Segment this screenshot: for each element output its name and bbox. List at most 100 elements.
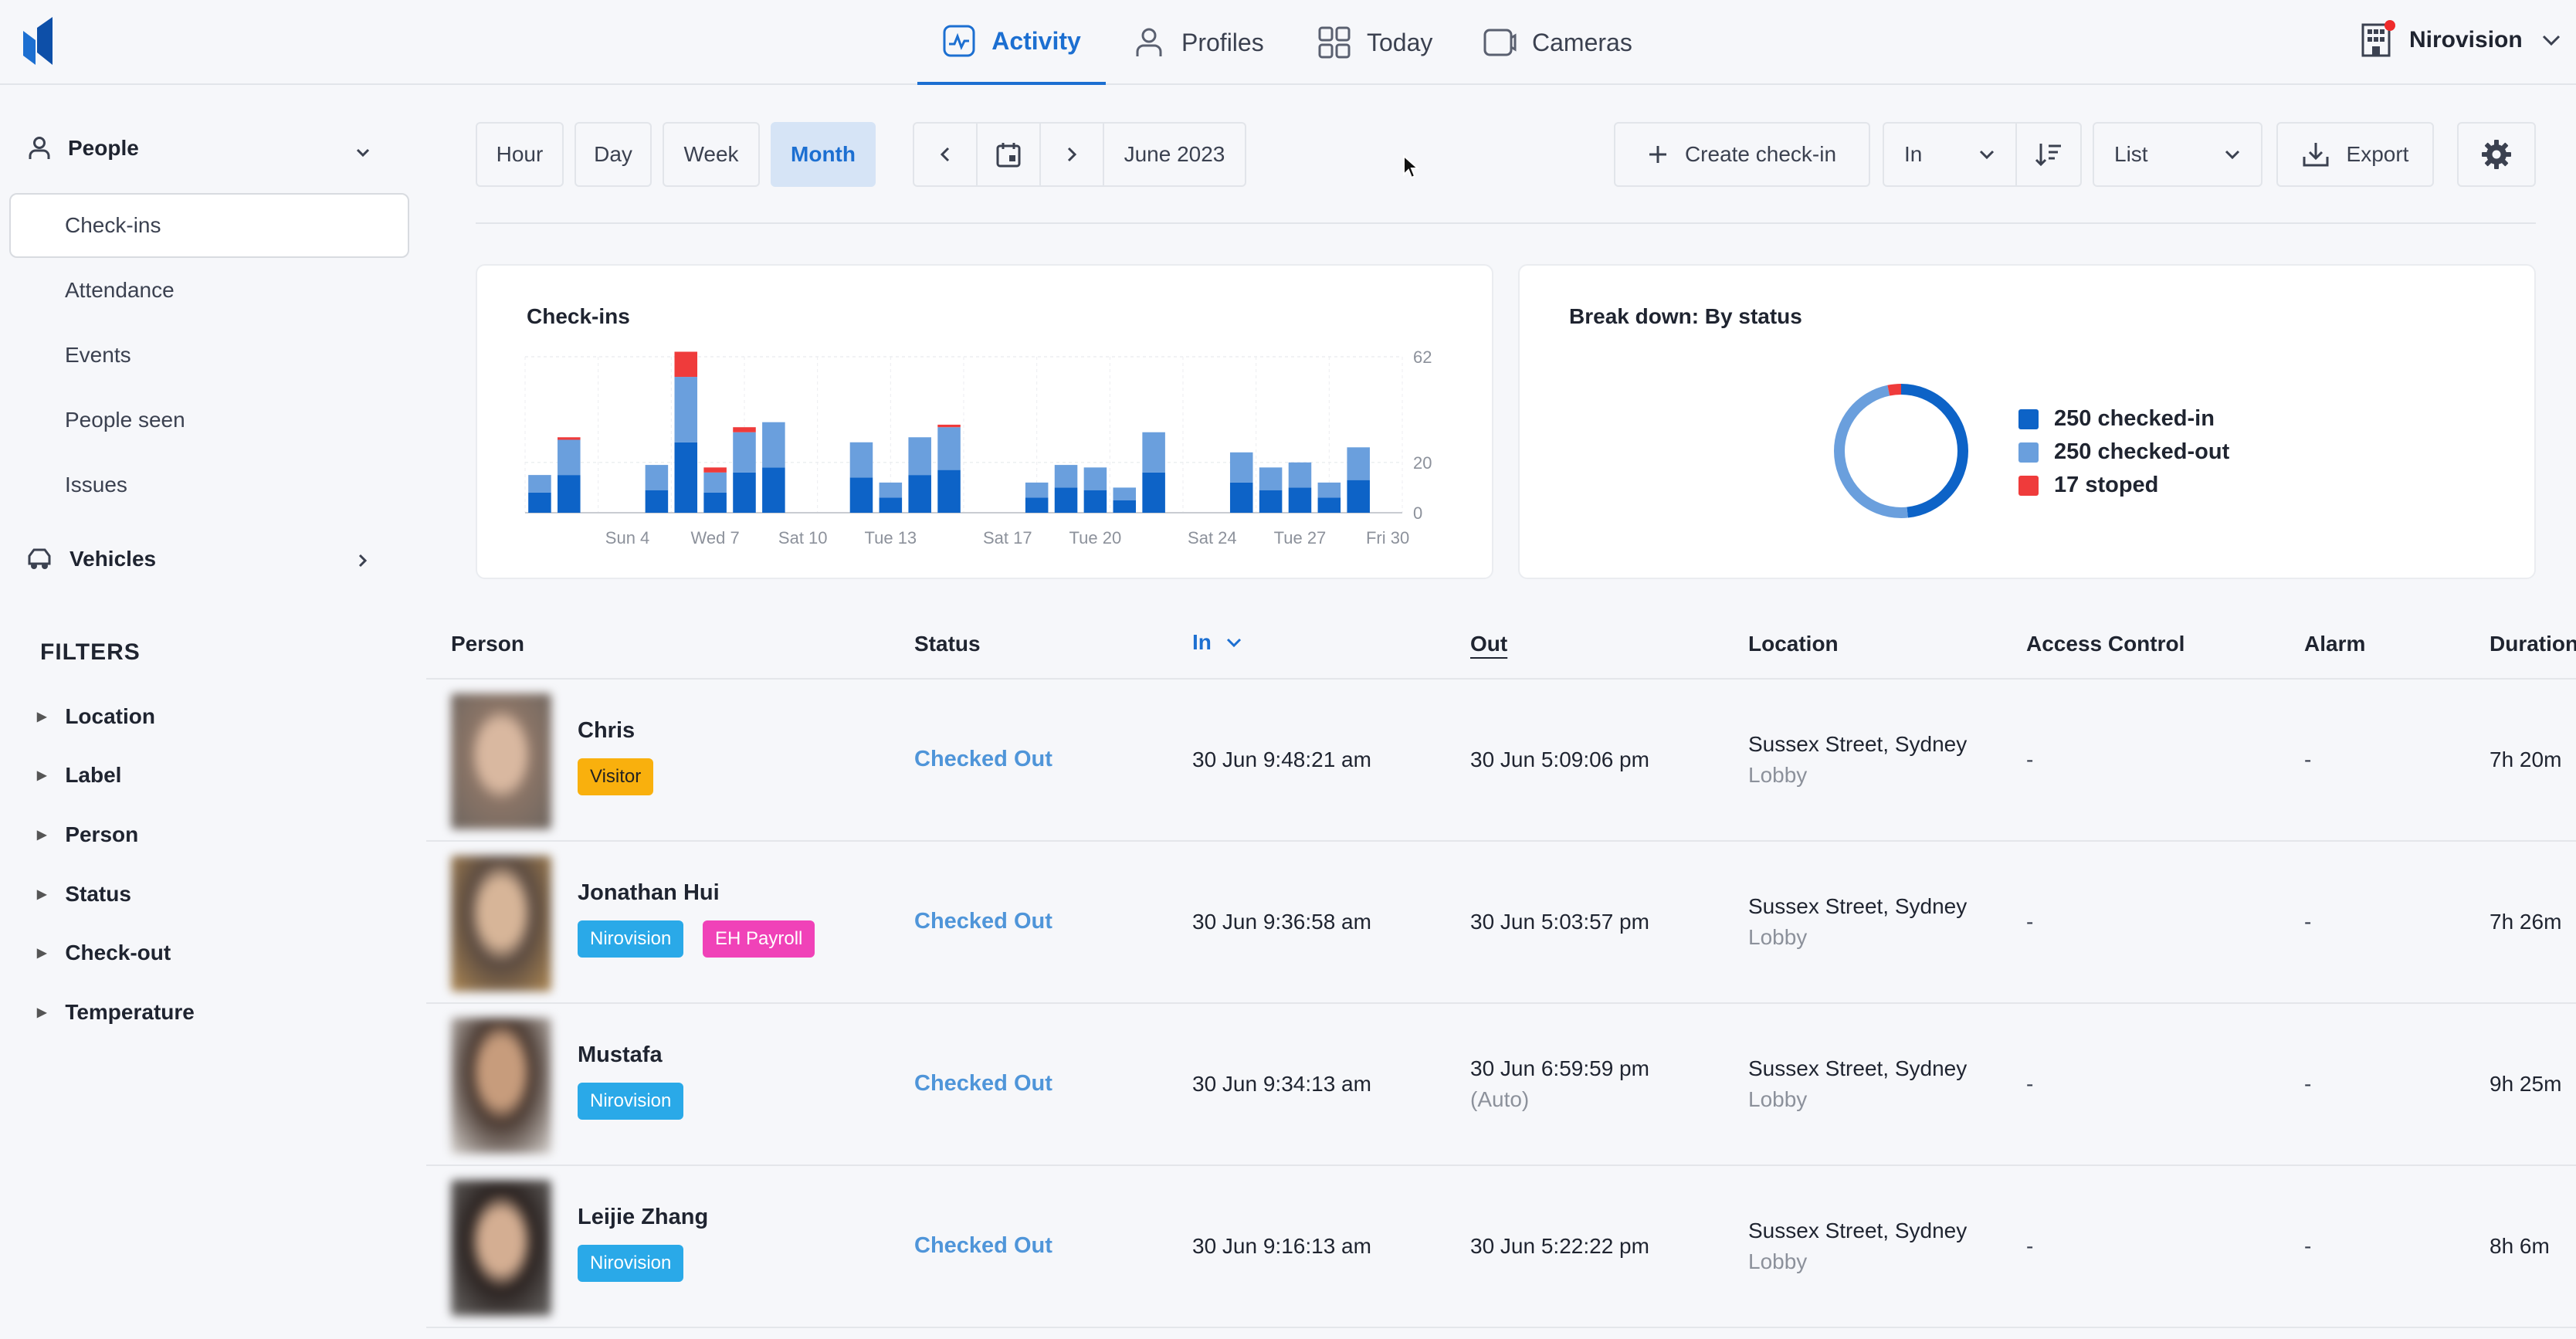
filter-label[interactable]: ▶ Label <box>37 763 121 788</box>
bar-segment-checked-in[interactable] <box>558 475 581 513</box>
bar-segment-checked-out[interactable] <box>1113 487 1137 500</box>
bar-segment-checked-in[interactable] <box>1259 490 1283 513</box>
bar-segment-checked-out[interactable] <box>733 432 756 473</box>
filter-check-out[interactable]: ▶ Check-out <box>37 941 171 965</box>
table-row[interactable]: Mustafa Nirovision Checked Out 30 Jun 9:… <box>426 1004 2576 1166</box>
bar-segment-stoped[interactable] <box>558 437 581 440</box>
table-row[interactable]: Jonathan Hui Nirovision EH Payroll Check… <box>426 842 2576 1004</box>
bar-segment-checked-out[interactable] <box>1317 482 1341 498</box>
person-name[interactable]: Leijie Zhang <box>578 1205 709 1229</box>
bar-segment-stoped[interactable] <box>733 427 756 432</box>
tab-activity[interactable]: Activity <box>917 0 1106 85</box>
bar-segment-checked-in[interactable] <box>1288 487 1312 513</box>
bar-segment-checked-in[interactable] <box>703 492 727 513</box>
bar-segment-checked-out[interactable] <box>1259 467 1283 490</box>
bar-segment-checked-out[interactable] <box>558 439 581 476</box>
status-checked-out[interactable]: Checked Out <box>914 747 1052 771</box>
bar-segment-checked-out[interactable] <box>1025 482 1049 498</box>
bar-segment-checked-in[interactable] <box>879 497 903 513</box>
status-checked-out[interactable]: Checked Out <box>914 1071 1052 1096</box>
export-button[interactable]: Export <box>2276 122 2434 187</box>
bar-segment-checked-out[interactable] <box>1347 447 1370 480</box>
bar-segment-checked-in[interactable] <box>1317 497 1341 513</box>
column-header-status[interactable]: Status <box>914 632 981 656</box>
filter-location[interactable]: ▶ Location <box>37 704 155 729</box>
bar-segment-checked-in[interactable] <box>1113 500 1137 513</box>
range-week-button[interactable]: Week <box>663 122 760 187</box>
bar-segment-stoped[interactable] <box>937 424 961 428</box>
bar-segment-checked-in[interactable] <box>1054 487 1078 513</box>
column-header-alarm[interactable]: Alarm <box>2304 632 2366 656</box>
tab-profiles[interactable]: Profiles <box>1132 0 1264 85</box>
bar-segment-checked-in[interactable] <box>645 490 669 513</box>
calendar-button[interactable] <box>978 124 1041 185</box>
column-header-access-control[interactable]: Access Control <box>2026 632 2185 656</box>
view-select[interactable]: List <box>2093 122 2262 187</box>
range-month-button[interactable]: Month <box>771 122 876 187</box>
bar-segment-checked-out[interactable] <box>1054 465 1078 488</box>
column-header-duration[interactable]: Duration <box>2490 632 2576 656</box>
bar-segment-checked-out[interactable] <box>703 472 727 493</box>
bar-segment-checked-out[interactable] <box>762 422 785 468</box>
tab-today[interactable]: Today <box>1317 0 1432 85</box>
table-row[interactable]: Leijie Zhang Nirovision Checked Out 30 J… <box>426 1166 2576 1328</box>
bar-segment-checked-out[interactable] <box>528 475 551 493</box>
bar-segment-checked-out[interactable] <box>1288 462 1312 488</box>
sidebar-item-events[interactable]: Events <box>65 324 131 386</box>
sidebar-section-vehicles[interactable]: Vehicles <box>26 547 156 571</box>
range-day-button[interactable]: Day <box>575 122 652 187</box>
sidebar-item-check-ins[interactable]: Check-ins <box>65 195 161 256</box>
column-header-location[interactable]: Location <box>1748 632 1839 656</box>
donut-slice-1[interactable] <box>1834 384 1968 518</box>
bar-segment-checked-in[interactable] <box>1025 497 1049 513</box>
bar-segment-checked-in[interactable] <box>674 442 698 513</box>
bar-segment-checked-out[interactable] <box>937 427 961 470</box>
range-hour-button[interactable]: Hour <box>476 122 564 187</box>
bar-segment-checked-in[interactable] <box>528 492 551 513</box>
bar-segment-checked-in[interactable] <box>1142 472 1165 513</box>
bar-segment-checked-out[interactable] <box>849 442 873 478</box>
tab-cameras[interactable]: Cameras <box>1483 0 1632 85</box>
bar-segment-checked-in[interactable] <box>937 469 961 513</box>
status-checked-out[interactable]: Checked Out <box>914 1233 1052 1258</box>
bar-segment-checked-in[interactable] <box>762 467 785 513</box>
status-checked-out[interactable]: Checked Out <box>914 909 1052 934</box>
bar-segment-checked-out[interactable] <box>1229 452 1253 483</box>
previous-period-button[interactable] <box>914 124 978 185</box>
sidebar-item-attendance[interactable]: Attendance <box>65 259 175 321</box>
chevron-right-icon[interactable] <box>358 553 368 568</box>
sidebar-section-people[interactable]: People <box>28 136 139 161</box>
column-header-person[interactable]: Person <box>451 632 524 656</box>
person-name[interactable]: Chris <box>578 718 636 743</box>
app-logo[interactable] <box>23 17 57 65</box>
bar-segment-checked-in[interactable] <box>1083 490 1107 513</box>
bar-segment-stoped[interactable] <box>703 467 727 473</box>
org-switcher[interactable]: Nirovision <box>2361 20 2561 57</box>
sidebar-item-people-seen[interactable]: People seen <box>65 389 185 451</box>
person-name[interactable]: Jonathan Hui <box>578 880 720 905</box>
filter-temperature[interactable]: ▶ Temperature <box>37 1000 195 1025</box>
donut-slice-2[interactable] <box>1834 384 1968 518</box>
bar-segment-checked-in[interactable] <box>733 472 756 513</box>
bar-segment-stoped[interactable] <box>674 351 698 378</box>
table-row[interactable]: Chris Visitor Checked Out 30 Jun 9:48:21… <box>426 680 2576 842</box>
create-check-in-button[interactable]: Create check-in <box>1614 122 1870 187</box>
bar-segment-checked-out[interactable] <box>879 482 903 498</box>
direction-select[interactable]: In <box>1884 124 2017 185</box>
sort-order-button[interactable] <box>2017 124 2080 185</box>
bar-segment-checked-out[interactable] <box>1083 467 1107 490</box>
column-header-in[interactable]: In <box>1192 630 1242 655</box>
bar-segment-checked-in[interactable] <box>908 475 931 513</box>
person-name[interactable]: Mustafa <box>578 1042 663 1067</box>
settings-button[interactable] <box>2457 122 2536 187</box>
bar-segment-checked-in[interactable] <box>849 477 873 513</box>
sidebar-item-issues[interactable]: Issues <box>65 454 127 516</box>
column-header-out[interactable]: Out <box>1470 632 1508 656</box>
period-label[interactable]: June 2023 <box>1124 142 1225 166</box>
bar-segment-checked-in[interactable] <box>1229 482 1253 513</box>
bar-segment-checked-out[interactable] <box>645 465 669 490</box>
bar-segment-checked-out[interactable] <box>1142 432 1165 473</box>
next-period-button[interactable] <box>1041 124 1104 185</box>
bar-segment-checked-out[interactable] <box>674 377 698 442</box>
chevron-down-icon[interactable] <box>355 148 371 158</box>
